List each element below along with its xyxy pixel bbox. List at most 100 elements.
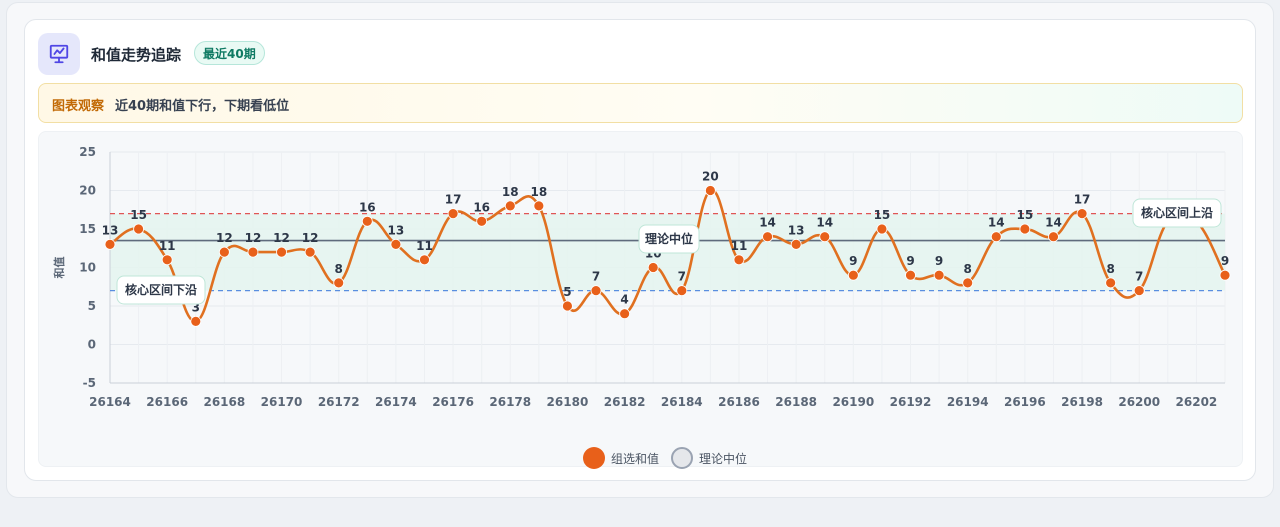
data-point — [1019, 223, 1031, 235]
x-tick-label: 26192 — [890, 395, 932, 409]
data-point — [1048, 231, 1059, 243]
data-label: 14 — [1045, 216, 1062, 230]
y-tick-label: 20 — [79, 184, 96, 198]
data-point — [447, 208, 459, 219]
data-label: 14 — [988, 216, 1005, 230]
data-label: 12 — [302, 231, 319, 245]
legend-median-label[interactable]: 理论中位 — [699, 451, 748, 466]
data-label: 18 — [502, 185, 519, 199]
data-point — [533, 200, 545, 212]
data-label: 13 — [788, 223, 805, 237]
data-point — [762, 231, 773, 243]
data-label: 9 — [935, 254, 943, 268]
data-label: 15 — [874, 208, 891, 222]
sum-trend-chart: -5 0 5 10 15 20 25 26164 26166 26168 26170 26172 261… — [52, 145, 1231, 409]
chart-legend: 组选和值 理论中位 — [583, 446, 747, 470]
upper-band-annotation: 核心区间上沿 — [1132, 198, 1222, 228]
x-tick-label: 26200 — [1118, 395, 1160, 409]
median-annotation-text: 理论中位 — [645, 231, 693, 246]
x-tick-label: 26190 — [832, 395, 874, 409]
x-tick-label: 26172 — [318, 395, 360, 409]
data-label: 20 — [702, 170, 719, 184]
x-tick-label: 26202 — [1176, 395, 1218, 409]
data-point — [647, 262, 659, 273]
data-label: 7 — [1135, 270, 1143, 284]
x-tick-label: 26168 — [203, 395, 245, 409]
data-label: 13 — [102, 223, 119, 237]
x-tick-label: 26166 — [146, 395, 188, 409]
data-point — [676, 285, 688, 297]
y-tick-label: -5 — [83, 376, 96, 390]
data-point — [876, 223, 888, 235]
data-point — [104, 239, 116, 250]
data-label: 13 — [388, 223, 405, 237]
y-tick-label: 15 — [79, 222, 96, 236]
data-point — [390, 239, 402, 250]
data-point — [933, 269, 945, 281]
x-tick-label: 26186 — [718, 395, 760, 409]
data-point — [962, 277, 974, 289]
data-point — [133, 223, 144, 235]
data-point — [619, 308, 631, 320]
x-tick-label: 26174 — [375, 395, 417, 409]
series-line — [109, 189, 1227, 323]
data-point — [247, 246, 259, 258]
data-point — [361, 215, 373, 227]
y-tick-label: 0 — [88, 338, 96, 352]
data-point — [590, 285, 602, 297]
data-label: 12 — [245, 231, 262, 245]
data-label: 8 — [1106, 262, 1114, 276]
chart-card: 和值走势追踪 最近40期 图表观察 近40期和值下行，下期看低位 -5 0 5 10 1… — [24, 19, 1256, 481]
data-point — [733, 254, 745, 266]
data-label: 14 — [816, 216, 833, 230]
data-label: 4 — [620, 293, 628, 307]
data-point — [847, 269, 859, 281]
lower-band-annotation: 核心区间下沿 — [116, 275, 206, 305]
y-tick-label: 10 — [79, 261, 96, 275]
x-tick-label: 26178 — [489, 395, 531, 409]
legend-series-label[interactable]: 组选和值 — [611, 451, 660, 466]
data-label: 9 — [849, 254, 857, 268]
data-label: 5 — [563, 285, 571, 299]
data-label: 16 — [359, 200, 376, 214]
data-point — [504, 200, 516, 212]
data-label: 8 — [335, 262, 343, 276]
data-point — [905, 269, 916, 281]
y-tick-label: 25 — [79, 145, 96, 159]
data-label: 8 — [964, 262, 972, 276]
data-point — [990, 231, 1002, 243]
chart-presentation-icon — [38, 33, 80, 75]
x-tick-label: 26194 — [947, 395, 989, 409]
y-tick-label: 5 — [88, 299, 96, 313]
data-point — [276, 246, 287, 258]
period-badge: 最近40期 — [194, 41, 265, 65]
lower-band-annotation-box — [116, 275, 206, 305]
data-point — [1133, 285, 1145, 297]
data-point — [304, 246, 316, 258]
y-axis-label: 和值 — [52, 257, 66, 279]
data-point — [819, 231, 831, 243]
legend-median-swatch[interactable] — [671, 447, 694, 469]
data-label: 11 — [731, 239, 748, 253]
data-label: 17 — [445, 193, 462, 207]
observation-banner: 图表观察 近40期和值下行，下期看低位 — [38, 83, 1243, 123]
plot-area: -5 0 5 10 15 20 25 26164 26166 26168 26170 26172 261… — [38, 131, 1243, 467]
data-point — [161, 254, 173, 266]
data-point — [419, 254, 430, 266]
x-tick-label: 26184 — [661, 395, 703, 409]
lower-band-annotation-text: 核心区间下沿 — [125, 282, 197, 297]
data-point — [476, 215, 488, 227]
x-tick-label: 26188 — [775, 395, 817, 409]
observation-text: 近40期和值下行，下期看低位 — [115, 99, 290, 114]
data-point — [1219, 269, 1231, 281]
data-label: 3 — [192, 300, 200, 314]
data-label: 7 — [592, 270, 600, 284]
data-label: 12 — [273, 231, 290, 245]
data-label: 11 — [159, 239, 176, 253]
data-label: 16 — [473, 200, 490, 214]
legend-series-swatch[interactable] — [583, 447, 605, 469]
data-point — [1105, 277, 1117, 289]
x-tick-label: 26198 — [1061, 395, 1103, 409]
x-tick-label: 26182 — [604, 395, 646, 409]
upper-band-annotation-box — [1132, 198, 1222, 228]
